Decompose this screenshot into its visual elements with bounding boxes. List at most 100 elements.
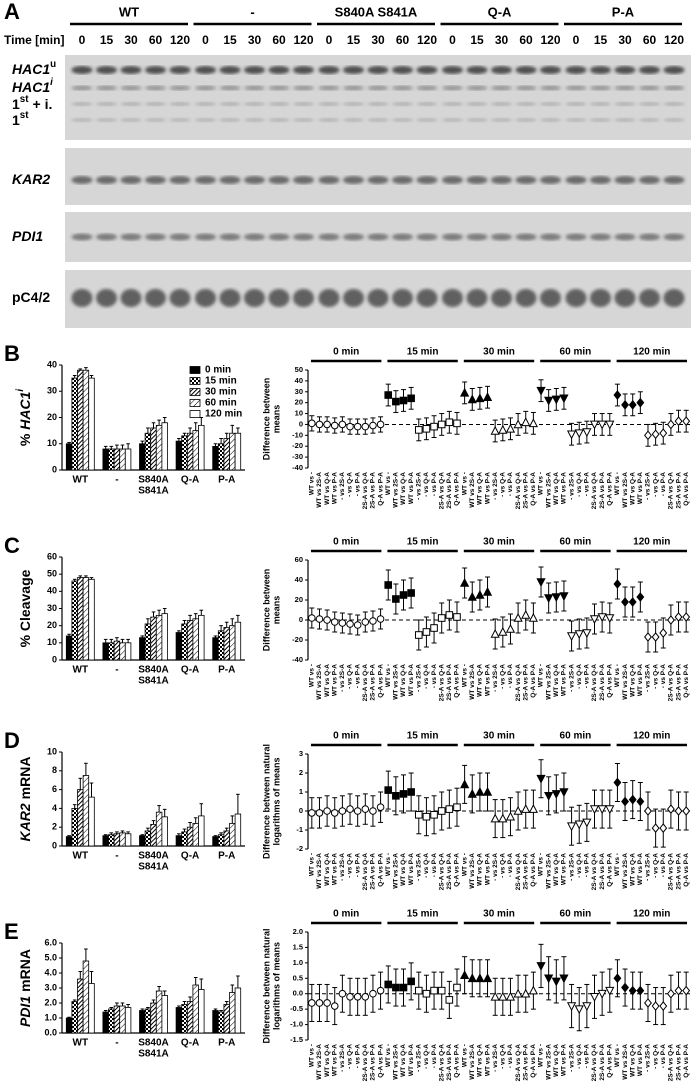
time-panel-title: 15 min (407, 537, 439, 548)
bar (71, 808, 78, 847)
bar (102, 448, 109, 471)
blot-row-label-part: 1 (12, 96, 20, 112)
y-tick-label: 60 (295, 555, 303, 564)
marker (505, 811, 516, 821)
time-label: 60 (396, 33, 410, 47)
blot-band (442, 176, 463, 184)
bar (186, 1001, 194, 1034)
comparison-label: 2S-A vs P-A (370, 664, 377, 701)
legend-swatch (189, 377, 201, 385)
blot-band (195, 102, 216, 106)
marker (574, 1005, 584, 1015)
comparison-label: 2S-A vs Q-A (362, 472, 369, 510)
bar (217, 630, 225, 661)
blot-band (268, 66, 290, 74)
y-axis-label-part: mRNA (17, 949, 33, 992)
comparison-label: Q-A vs P-A (530, 853, 537, 887)
marker (338, 807, 347, 815)
comparison-label: WT vs P-A (331, 853, 338, 885)
blot-row-label-part: KAR2 (12, 171, 50, 187)
marker (582, 818, 592, 828)
marker (574, 820, 584, 830)
marker (323, 420, 331, 429)
comparison-label: 2S-A vs Q-A (668, 472, 675, 510)
time-label: 15 (594, 33, 608, 47)
comparison-label: WT vs P-A (408, 472, 415, 504)
bar (181, 623, 188, 661)
comparison-label: WT vs - (309, 472, 316, 495)
marker (644, 806, 652, 816)
bar (82, 775, 90, 847)
bar (212, 836, 219, 847)
y-tick-label: 0 (299, 806, 303, 815)
marker (430, 811, 438, 819)
marker (346, 805, 354, 813)
time-panel-title: 0 min (333, 909, 359, 920)
bar (77, 789, 84, 847)
bar (150, 823, 157, 847)
marker (430, 422, 438, 431)
marker (459, 970, 470, 979)
comparison-label: 2S-A vs P-A (599, 853, 606, 890)
time-label: 30 (371, 33, 385, 47)
comparison-label: WT vs Q-A (324, 1044, 331, 1077)
comparison-label: WT vs - (385, 853, 392, 876)
comparison-label: - vs P-A (584, 853, 591, 878)
y-tick-label: -40 (292, 463, 303, 472)
comparison-label: Q-A vs P-A (377, 664, 384, 698)
bar (113, 448, 121, 471)
marker (628, 399, 637, 410)
blot-band (416, 85, 438, 91)
blot-band (565, 102, 587, 106)
comparison-label: 2S-A vs P-A (675, 472, 682, 509)
blot-band (96, 66, 117, 74)
marker (376, 986, 385, 995)
blot-band (515, 102, 537, 106)
blot-band (491, 102, 512, 106)
marker (392, 983, 400, 992)
blot-band (293, 85, 314, 91)
comparison-label: WT vs P-A (408, 664, 415, 696)
blot-row-label-part: + i. (33, 96, 53, 112)
bar (144, 623, 152, 661)
blot-band (219, 118, 241, 122)
comparison-label: - vs P-A (507, 472, 514, 497)
y-axis-label: means (271, 405, 281, 434)
marker (407, 788, 415, 796)
marker (621, 982, 630, 993)
y-tick-label: 10 (47, 438, 57, 448)
blot-band (96, 176, 117, 184)
blot-band (120, 66, 142, 74)
time-panel-title: 0 min (333, 537, 359, 548)
bar (229, 992, 236, 1034)
bar (88, 377, 95, 471)
blot-band (466, 85, 488, 91)
blot-band (416, 102, 438, 106)
comparison-label: WT vs P-A (561, 664, 568, 696)
marker (490, 813, 500, 823)
y-tick-label: 2 (299, 768, 303, 777)
blot-band (120, 118, 142, 122)
y-tick-label: -20 (292, 441, 303, 450)
blot-band (590, 289, 611, 307)
marker (437, 807, 446, 815)
blot-band (565, 289, 587, 307)
x-tick-label: S840A (138, 475, 169, 486)
marker (521, 417, 531, 427)
bar (161, 613, 168, 661)
blot-band (466, 289, 488, 307)
blot-band (318, 102, 340, 106)
marker (467, 788, 477, 798)
marker (353, 621, 362, 629)
marker (323, 999, 331, 1007)
y-axis-label: Difference between (261, 569, 271, 652)
time-label: 0 (202, 33, 209, 47)
blot-band (392, 85, 413, 91)
comparison-label: - vs 2S-A (568, 472, 575, 500)
blot-row-label-part: u (50, 59, 56, 70)
comparison-label: 2S-A vs P-A (522, 664, 529, 701)
marker (559, 974, 569, 984)
bar (223, 438, 230, 471)
comparison-label: WT vs P-A (484, 664, 491, 696)
bar (150, 427, 157, 471)
